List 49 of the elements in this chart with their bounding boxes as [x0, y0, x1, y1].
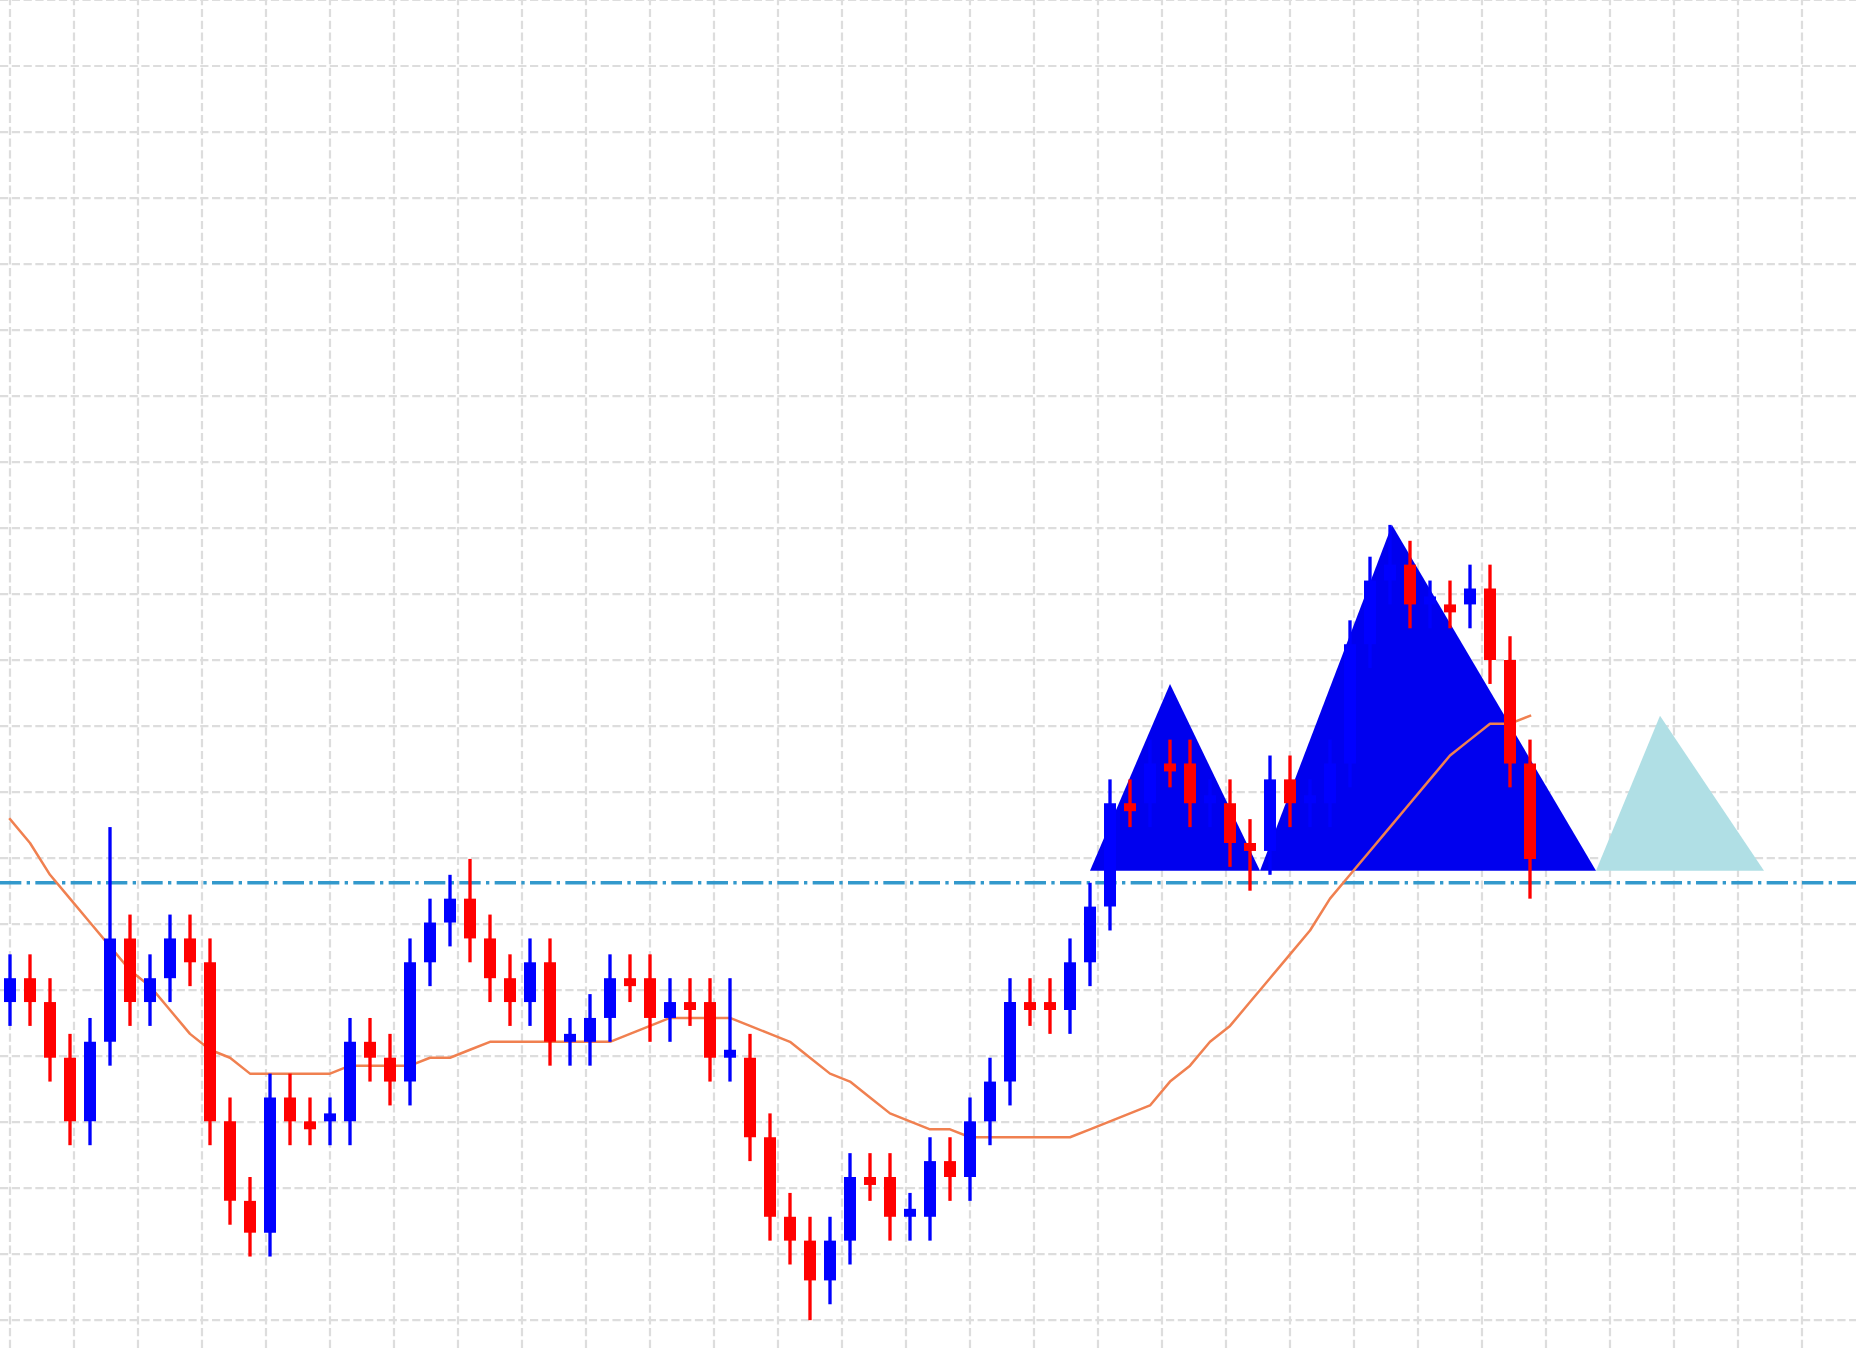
candlestick — [564, 1016, 576, 1068]
candlestick — [1144, 737, 1156, 829]
candlestick — [1424, 578, 1436, 630]
candlestick — [1124, 777, 1136, 829]
candlestick — [464, 857, 476, 964]
candlestick — [784, 1191, 796, 1267]
candlestick — [1024, 976, 1036, 1028]
candlestick — [1464, 562, 1476, 630]
candlestick — [164, 912, 176, 1004]
candlestick — [504, 952, 516, 1028]
candlestick — [184, 912, 196, 988]
candlestick — [244, 1175, 256, 1259]
candlestick — [824, 1215, 836, 1306]
candlestick — [904, 1191, 916, 1243]
candlestick — [144, 952, 156, 1028]
candlestick — [1404, 539, 1416, 630]
candlestick — [604, 952, 616, 1044]
candlestick — [1204, 777, 1216, 829]
candlestick — [284, 1071, 296, 1147]
candlestick — [24, 952, 36, 1028]
candlestick — [304, 1095, 316, 1147]
candlestick — [1224, 777, 1236, 869]
candlestick — [664, 976, 676, 1044]
candlestick — [484, 912, 496, 1004]
candlestick — [324, 1095, 336, 1147]
candlestick — [584, 992, 596, 1068]
candlestick — [444, 873, 456, 949]
candlestick — [984, 1056, 996, 1147]
candlestick — [1064, 936, 1076, 1036]
candlestick — [684, 976, 696, 1028]
candlestick — [524, 936, 536, 1028]
candlestick — [1444, 578, 1456, 630]
candlestick — [1284, 753, 1296, 829]
candlestick — [804, 1215, 816, 1322]
candlestick — [624, 952, 636, 1004]
candlestick — [364, 1016, 376, 1084]
candlestick — [424, 897, 436, 988]
candlestick — [884, 1151, 896, 1243]
candlestick — [644, 952, 656, 1044]
candlestick — [944, 1135, 956, 1203]
candlestick — [1164, 737, 1176, 789]
candlestick — [1184, 737, 1196, 829]
candlestick — [1244, 817, 1256, 893]
candlestick — [864, 1151, 876, 1203]
candlestick — [384, 1032, 396, 1108]
candlestick — [724, 976, 736, 1084]
candlestick — [1384, 523, 1396, 607]
candlestick — [1044, 976, 1056, 1036]
candlestick — [4, 952, 16, 1028]
